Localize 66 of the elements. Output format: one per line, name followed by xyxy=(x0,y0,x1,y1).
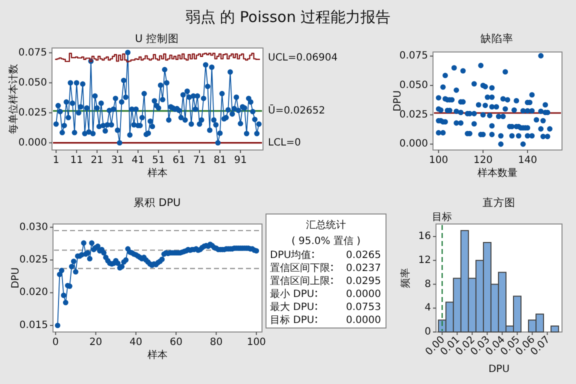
data-label: 0.0265 xyxy=(346,250,381,261)
x-tick-label: 140 xyxy=(518,155,538,166)
chart-title: 累积 DPU xyxy=(133,197,181,209)
y-tick-label: 0.050 xyxy=(399,80,428,91)
y-tick-label: 0.075 xyxy=(399,50,428,62)
x-tick-label: 100 xyxy=(429,155,448,166)
category-label: DPU均值 xyxy=(270,249,312,261)
y-axis-title: 每单位样本计数 xyxy=(8,64,20,134)
x-tick-label: 11 xyxy=(70,155,83,166)
x-tick-label: 0 xyxy=(52,337,59,348)
ref-line-label: LCL=0 xyxy=(268,137,301,148)
y-tick-label: 12 xyxy=(418,254,431,266)
y-tick-label: 0.025 xyxy=(18,107,47,118)
x-tick-label: 61 xyxy=(172,155,186,166)
category-label: 置信区间上限 xyxy=(270,275,330,287)
x-tick-label: 51 xyxy=(152,155,165,166)
y-tick-label: 0.015 xyxy=(19,320,48,331)
y-tick-label: 0.000 xyxy=(399,138,428,150)
x-axis-title: 样本 xyxy=(148,167,168,179)
chart-title: 直方图 xyxy=(482,196,516,209)
category-label: 最大 DPU xyxy=(270,301,314,313)
x-tick-label: 60 xyxy=(170,337,182,348)
y-tick-label: 0.025 xyxy=(399,109,428,120)
chart-title: U 控制图 xyxy=(134,32,180,45)
data-label: 0.0000 xyxy=(346,289,381,300)
category-label: 最小 DPU xyxy=(270,288,314,300)
data-label: 0.0237 xyxy=(346,263,381,274)
x-tick-label: 80 xyxy=(210,337,223,348)
x-axis-title: DPU xyxy=(488,364,510,375)
y-tick-label: 0.075 xyxy=(18,47,47,58)
y-tick-label: 8 xyxy=(424,278,431,290)
x-tick-label: 120 xyxy=(473,155,493,166)
x-tick-label: 41 xyxy=(132,155,144,166)
x-tick-label: 20 xyxy=(89,337,102,348)
y-tick-label: 0.030 xyxy=(19,222,48,233)
x-tick-label: 100 xyxy=(246,337,266,348)
y-tick-label: 0.050 xyxy=(18,77,47,88)
y-axis-title: DPU xyxy=(10,267,22,289)
chart-title: 缺陷率 xyxy=(480,32,514,45)
data-label: 0.0295 xyxy=(346,276,381,287)
x-axis-title: 样本数量 xyxy=(478,167,518,179)
y-tick-label: 0.000 xyxy=(18,137,47,148)
data-label: 0.0000 xyxy=(346,315,381,326)
x-tick-label: 31 xyxy=(111,155,124,166)
text: UCL=0.06904 xyxy=(268,52,338,64)
y-axis-title: 频率 xyxy=(400,268,412,288)
y-tick-label: 16 xyxy=(418,231,431,242)
y-tick-label: 0.025 xyxy=(19,254,48,266)
ref-line-label: Ū=0.02652 xyxy=(268,104,326,116)
text: 汇总统计 xyxy=(306,219,346,231)
y-tick-label: 0.020 xyxy=(19,287,48,298)
text: 弱点 的 Poisson 过程能力报告 xyxy=(185,8,391,26)
x-tick-label: 71 xyxy=(193,155,206,166)
x-axis-title: 样本 xyxy=(148,349,168,361)
category-label: 目标 DPU xyxy=(270,314,314,326)
ref-line-label: 目标 xyxy=(432,211,452,223)
x-tick-label: 21 xyxy=(90,155,104,166)
data-label: 0.0753 xyxy=(346,302,381,313)
y-tick-label: 0 xyxy=(424,326,431,338)
x-tick-label: 1 xyxy=(52,155,60,166)
x-tick-label: 40 xyxy=(130,337,142,348)
x-tick-label: 91 xyxy=(234,155,247,166)
x-tick-label: 81 xyxy=(214,155,226,166)
category-label: 置信区间下限 xyxy=(270,262,330,274)
y-tick-label: 4 xyxy=(424,302,431,314)
text: ( 95.0% 置信 ) xyxy=(291,235,361,247)
